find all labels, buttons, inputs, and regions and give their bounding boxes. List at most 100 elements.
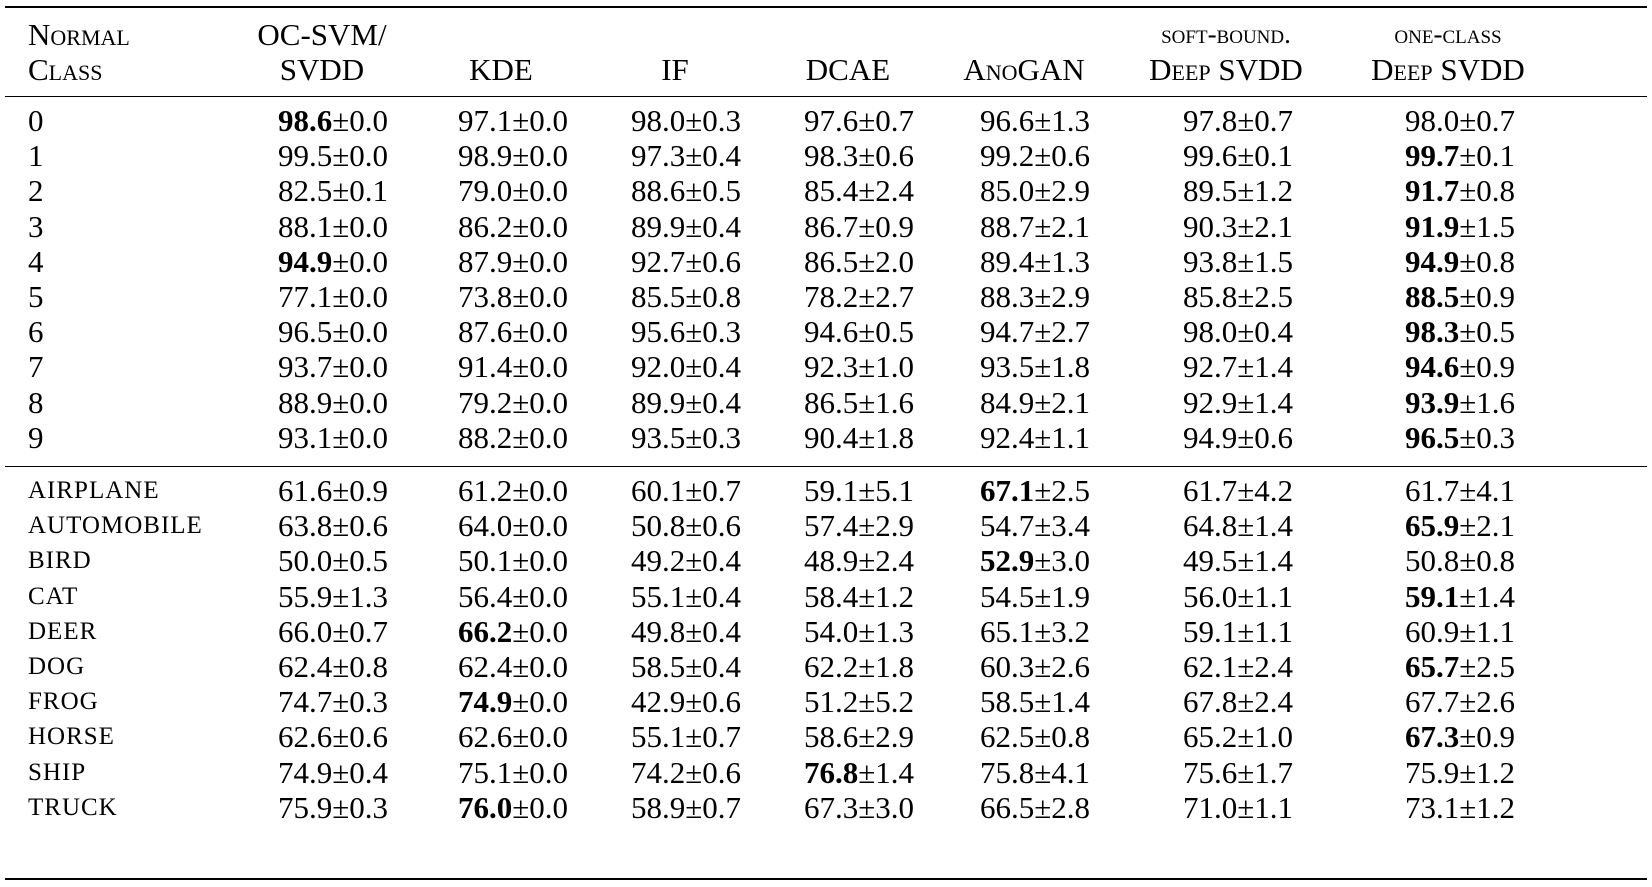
table-row: truck 75.9±0.3 76.0±0.0 58.9±0.7 67.3±3.0 66.… <box>0 790 1652 825</box>
value-std: ±3.0 <box>1034 543 1090 579</box>
value-mean: 63.8 <box>277 508 333 544</box>
value-std: ±1.6 <box>1459 384 1515 420</box>
value-std: ±0.0 <box>512 473 568 508</box>
value-std: ±1.3 <box>332 578 388 614</box>
value-std: ±0.6 <box>685 684 741 720</box>
value-mean: 86.2 <box>457 208 513 244</box>
value-std: ±1.5 <box>1237 243 1293 279</box>
value-mean: 87.9 <box>457 243 513 279</box>
value-mean: 55.1 <box>630 578 686 614</box>
value-std: ±0.7 <box>685 719 741 755</box>
value-mean: 98.3 <box>1404 314 1460 350</box>
table-row: 0 98.6±0.0 97.1±0.0 98.0±0.3 97.6±0.7 96.6±1.… <box>0 103 1652 138</box>
value-std: ±1.0 <box>858 349 914 385</box>
value-std: ±1.4 <box>1459 578 1515 614</box>
value-std: ±0.8 <box>1459 543 1515 579</box>
value-mean: 94.9 <box>1404 243 1460 279</box>
value-std: ±0.4 <box>1237 314 1293 350</box>
value-std: ±2.9 <box>1034 279 1090 314</box>
value-std: ±0.6 <box>332 719 388 755</box>
class-label: 1 <box>28 138 44 174</box>
value-mean: 55.1 <box>630 719 686 755</box>
value-std: ±5.1 <box>858 473 914 508</box>
value-mean: 65.9 <box>1404 508 1460 544</box>
class-label: frog <box>28 688 99 716</box>
value-mean: 50.0 <box>277 543 333 579</box>
value-mean: 85.0 <box>979 173 1035 209</box>
value-std: ±0.6 <box>858 138 914 174</box>
table-row: airplane 61.6±0.9 61.2±0.0 60.1±0.7 59.1±5.1… <box>0 473 1652 508</box>
value-std: ±1.2 <box>1459 754 1515 790</box>
table-row: ship 74.9±0.4 75.1±0.0 74.2±0.6 76.8±1.4 75.8… <box>0 755 1652 790</box>
class-label: 3 <box>28 208 44 244</box>
header-ocsvm-line1: OC-SVM/ <box>257 17 387 52</box>
value-mean: 97.6 <box>803 103 859 138</box>
table-row: 3 88.1±0.0 86.2±0.0 89.9±0.4 86.7±0.9 88.7±2.… <box>0 209 1652 244</box>
header-dcae-line2: DCAE <box>805 52 891 87</box>
value-mean: 94.9 <box>277 243 333 279</box>
value-std: ±0.8 <box>685 279 741 314</box>
value-std: ±0.0 <box>332 208 388 244</box>
value-std: ±1.4 <box>1034 684 1090 720</box>
value-mean: 98.0 <box>1404 103 1460 138</box>
value-std: ±0.3 <box>685 103 741 138</box>
value-std: ±2.0 <box>858 243 914 279</box>
value-mean: 86.5 <box>803 384 859 420</box>
header-class-line1: Normal <box>28 17 130 52</box>
value-std: ±0.4 <box>685 349 741 385</box>
header-anogan-line2: AnoGAN <box>963 52 1085 87</box>
value-mean: 75.8 <box>979 754 1035 790</box>
value-std: ±3.4 <box>1034 508 1090 544</box>
value-mean: 60.9 <box>1404 613 1460 649</box>
value-mean: 92.0 <box>630 349 686 385</box>
value-mean: 74.2 <box>630 754 686 790</box>
value-mean: 86.5 <box>803 243 859 279</box>
header-rule <box>5 96 1647 97</box>
value-mean: 74.7 <box>277 684 333 720</box>
value-mean: 48.9 <box>803 543 859 579</box>
value-std: ±1.3 <box>1034 103 1090 138</box>
value-std: ±2.6 <box>1459 684 1515 720</box>
value-std: ±0.4 <box>685 649 741 684</box>
value-mean: 87.6 <box>457 314 513 350</box>
value-mean: 62.4 <box>277 649 333 684</box>
value-std: ±0.5 <box>332 543 388 579</box>
value-mean: 99.6 <box>1182 138 1238 174</box>
value-std: ±1.1 <box>1034 419 1090 455</box>
value-mean: 65.7 <box>1404 649 1460 684</box>
value-mean: 98.0 <box>630 103 686 138</box>
value-std: ±0.7 <box>685 789 741 825</box>
value-mean: 59.1 <box>803 473 859 508</box>
value-mean: 85.4 <box>803 173 859 209</box>
value-std: ±0.0 <box>512 103 568 138</box>
value-mean: 97.1 <box>457 103 513 138</box>
header-softbound-line2: Deep SVDD <box>1149 52 1303 87</box>
value-mean: 65.1 <box>979 613 1035 649</box>
value-std: ±0.0 <box>512 173 568 209</box>
value-mean: 55.9 <box>277 578 333 614</box>
value-std: ±0.3 <box>1459 419 1515 455</box>
value-std: ±2.9 <box>858 719 914 755</box>
value-std: ±0.0 <box>512 508 568 544</box>
value-std: ±0.9 <box>332 473 388 508</box>
value-std: ±0.8 <box>332 649 388 684</box>
value-std: ±0.0 <box>512 719 568 755</box>
value-mean: 61.2 <box>457 473 513 508</box>
value-mean: 64.8 <box>1182 508 1238 544</box>
value-std: ±0.6 <box>1237 419 1293 455</box>
value-std: ±1.8 <box>858 419 914 455</box>
value-std: ±1.5 <box>1459 208 1515 244</box>
class-label: airplane <box>28 477 160 504</box>
value-std: ±3.0 <box>858 789 914 825</box>
value-std: ±0.4 <box>685 543 741 579</box>
value-std: ±0.0 <box>332 419 388 455</box>
header-oneclass-line1: one-class <box>1394 19 1502 49</box>
value-mean: 58.4 <box>803 578 859 614</box>
value-std: ±0.7 <box>1459 103 1515 138</box>
value-mean: 98.3 <box>803 138 859 174</box>
value-mean: 99.5 <box>277 138 333 174</box>
value-std: ±4.2 <box>1237 473 1293 508</box>
value-std: ±4.1 <box>1459 473 1515 508</box>
value-std: ±0.6 <box>685 508 741 544</box>
value-mean: 89.9 <box>630 208 686 244</box>
